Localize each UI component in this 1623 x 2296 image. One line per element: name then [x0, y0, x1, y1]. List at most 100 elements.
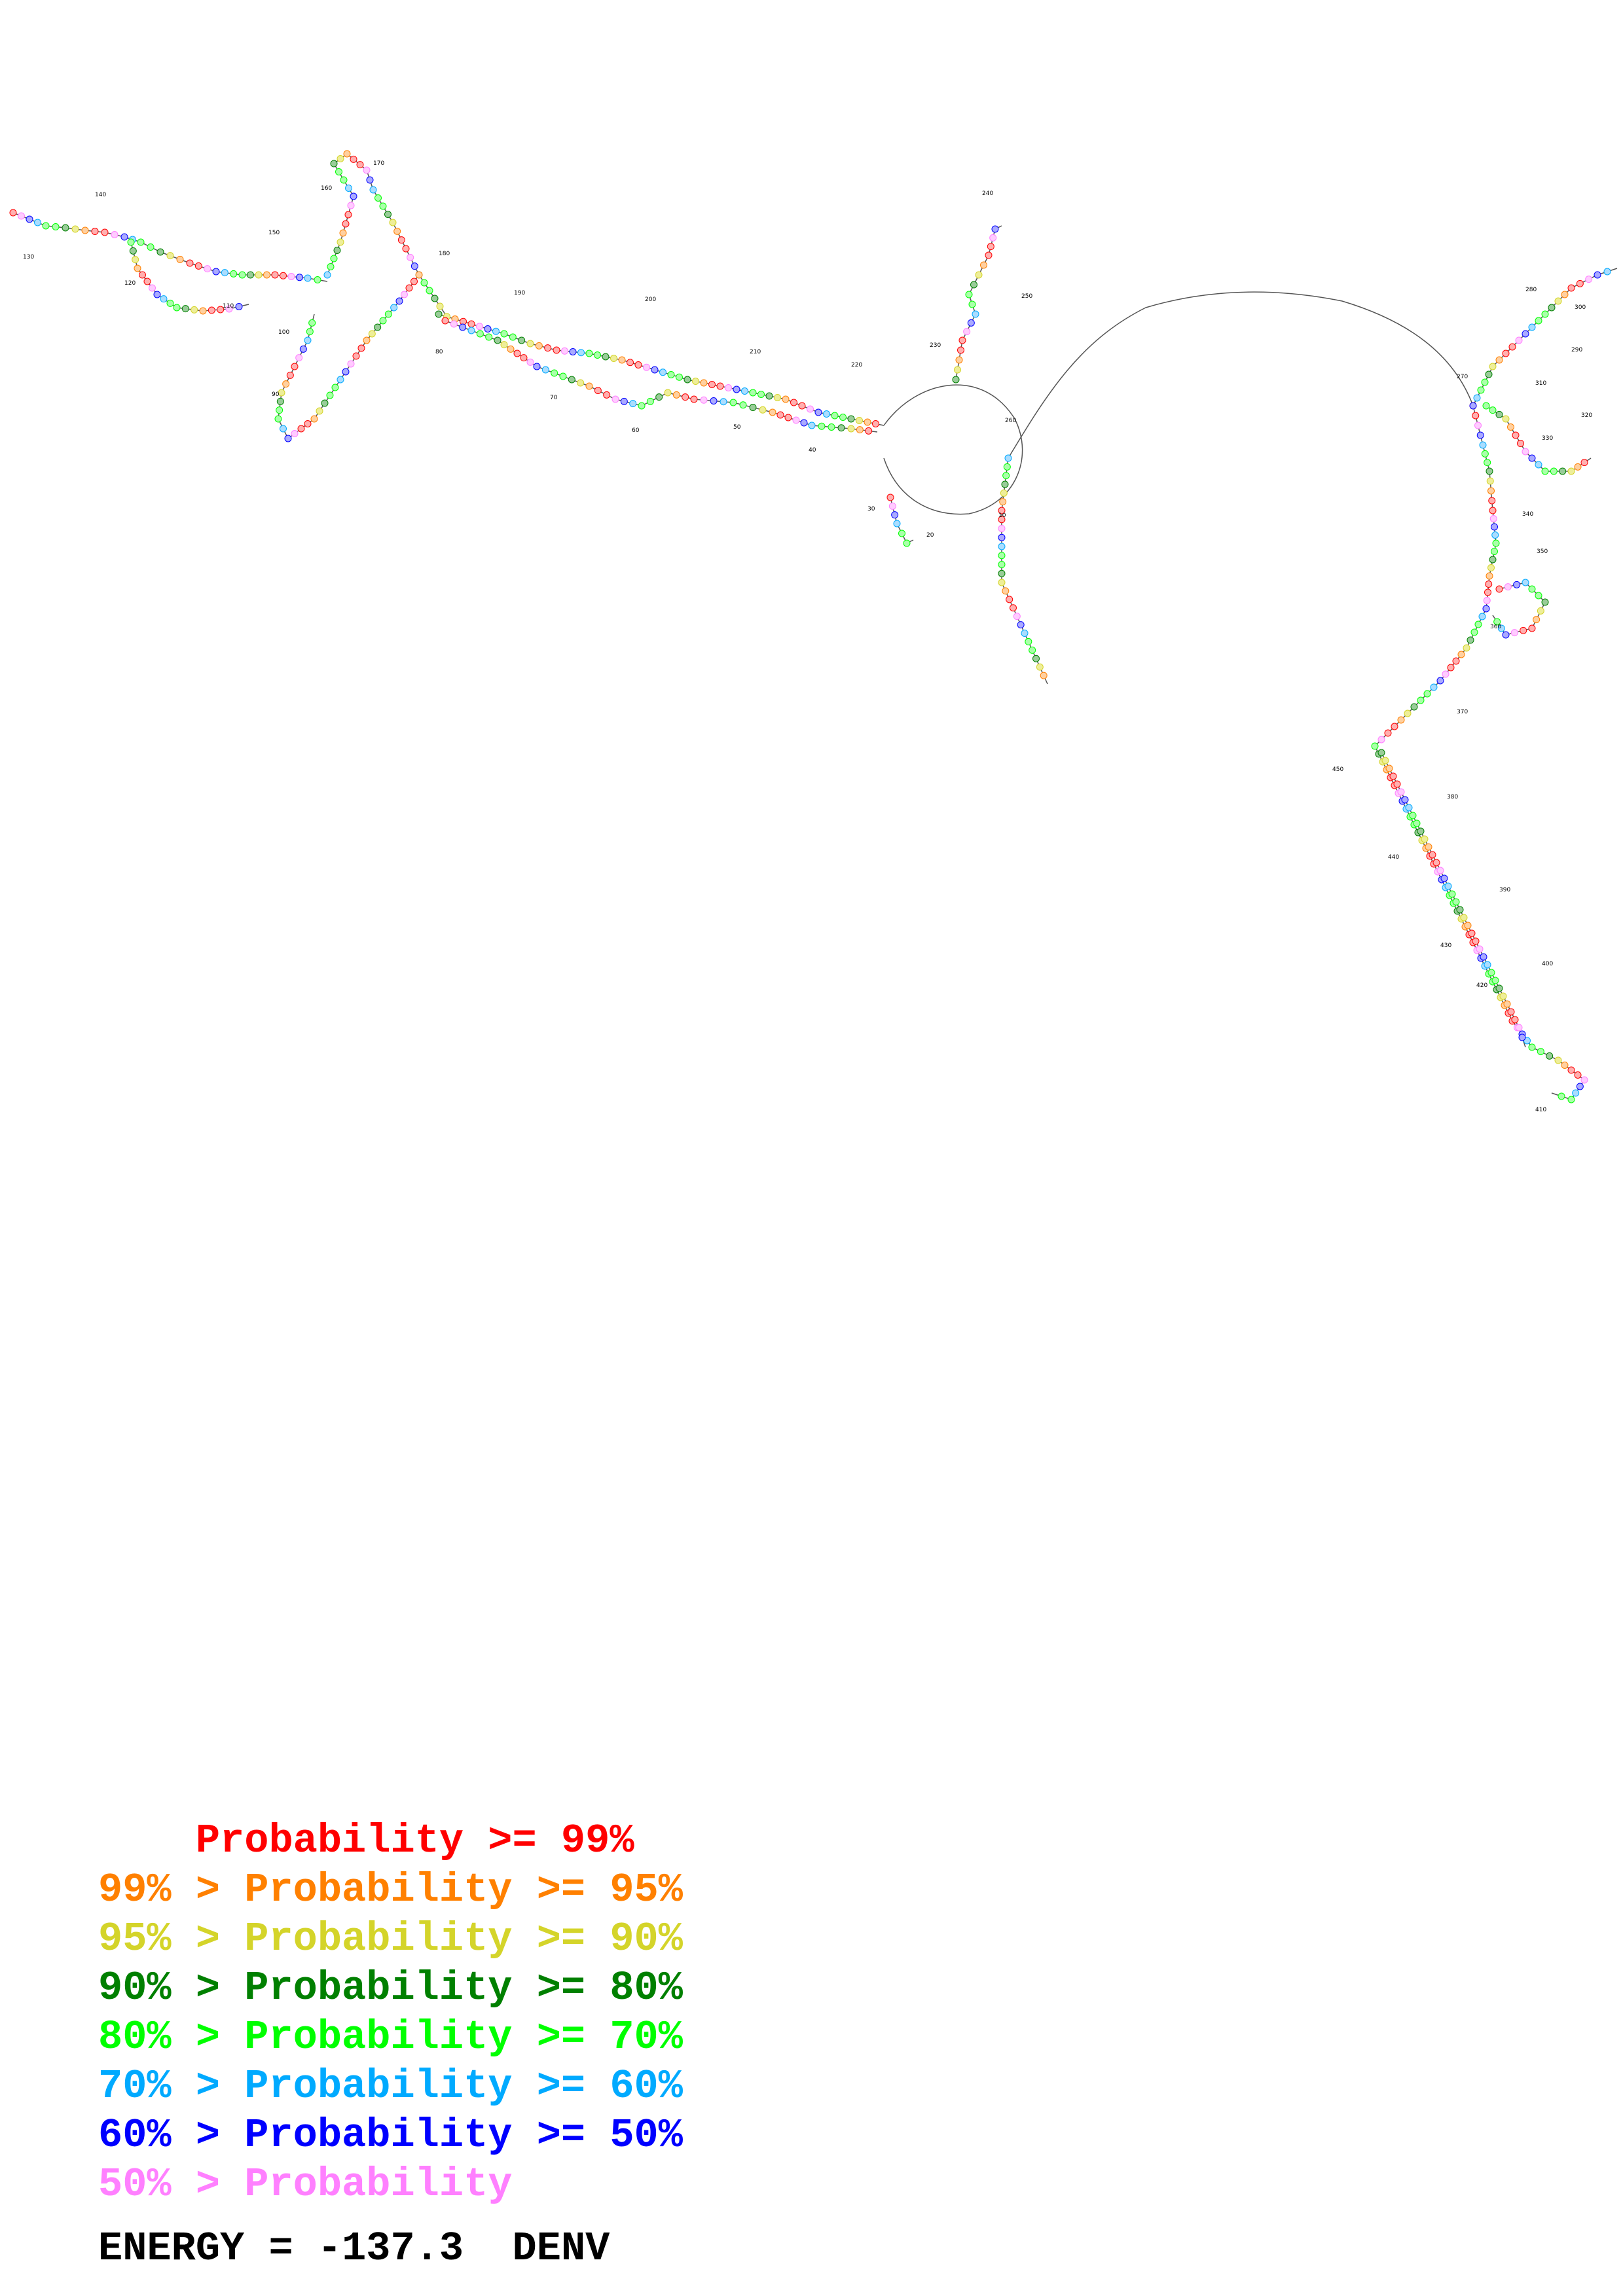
base-node	[1515, 336, 1523, 344]
base-node	[287, 273, 295, 280]
position-label: 220	[851, 362, 862, 368]
base-node	[160, 295, 168, 303]
base-node	[1535, 461, 1542, 469]
base-node	[1002, 587, 1010, 595]
base-node	[308, 319, 316, 327]
position-label: 130	[23, 254, 34, 260]
position-label: 240	[982, 190, 993, 197]
base-node	[1594, 271, 1601, 279]
base-node	[384, 211, 392, 218]
base-node	[651, 366, 659, 374]
base-node	[1535, 317, 1542, 325]
base-node	[646, 397, 654, 405]
base-node	[333, 247, 341, 254]
base-node	[1507, 423, 1514, 431]
base-node	[1541, 467, 1549, 475]
base-node	[345, 185, 352, 192]
base-node	[1489, 406, 1497, 414]
base-node	[1504, 583, 1512, 591]
base-node	[1430, 683, 1438, 691]
base-node	[337, 238, 344, 246]
base-node	[1528, 585, 1536, 593]
base-node	[1499, 992, 1507, 1000]
base-node	[134, 264, 141, 272]
base-node	[1487, 969, 1495, 977]
base-node	[1474, 422, 1482, 429]
base-node	[137, 238, 145, 246]
base-node	[1472, 412, 1480, 420]
base-node	[856, 417, 863, 424]
base-node	[577, 379, 585, 387]
base-node	[153, 291, 161, 298]
base-node	[1393, 780, 1401, 788]
base-node	[847, 425, 855, 433]
base-node	[276, 406, 283, 414]
base-node	[526, 340, 534, 348]
base-node	[672, 391, 680, 399]
base-node	[306, 328, 314, 336]
base-node	[18, 212, 25, 220]
base-node	[664, 389, 672, 397]
base-node	[1567, 1096, 1575, 1103]
base-node	[1425, 843, 1432, 851]
base-node	[321, 399, 329, 407]
base-node	[1472, 937, 1480, 945]
base-node	[1574, 1071, 1582, 1079]
position-label: 440	[1388, 854, 1399, 861]
base-node	[603, 391, 611, 399]
position-label: 420	[1476, 982, 1487, 989]
base-node	[1495, 410, 1503, 418]
base-node	[1517, 440, 1524, 447]
base-node	[278, 389, 285, 397]
base-node	[485, 333, 493, 341]
base-node	[692, 378, 699, 385]
base-node	[520, 354, 528, 362]
base-node	[1480, 953, 1487, 961]
base-node	[808, 422, 816, 429]
base-node	[837, 424, 845, 432]
base-node	[568, 376, 575, 384]
base-node	[1483, 597, 1491, 604]
position-label: 30	[867, 506, 875, 512]
base-node	[1488, 497, 1496, 505]
base-node	[561, 347, 568, 355]
base-node	[980, 261, 987, 269]
base-node	[374, 323, 382, 331]
base-node	[1513, 581, 1521, 588]
base-node	[1002, 472, 1010, 480]
base-node	[111, 231, 119, 238]
base-node	[1486, 477, 1494, 485]
base-node	[864, 418, 871, 426]
base-node	[1025, 637, 1032, 645]
position-labels: 10 20 30 40 50 60 70 80 90 100 110 120 130 140 150 160 1…	[23, 160, 1592, 1113]
base-node	[513, 350, 521, 357]
base-node	[792, 416, 800, 424]
base-node	[1485, 581, 1493, 588]
base-node	[1541, 598, 1549, 606]
base-node	[379, 202, 387, 210]
base-node	[1491, 523, 1498, 531]
base-node	[682, 393, 689, 401]
base-node	[1528, 1043, 1536, 1051]
base-node	[1006, 596, 1013, 603]
base-node	[323, 271, 331, 279]
base-node	[1489, 515, 1497, 522]
base-node	[684, 376, 691, 384]
base-node	[1481, 450, 1489, 457]
base-node	[149, 284, 156, 292]
base-node	[1413, 819, 1421, 827]
base-node	[634, 361, 642, 368]
base-node	[342, 220, 350, 228]
base-node	[344, 211, 352, 219]
base-node	[166, 252, 174, 260]
position-label: 400	[1542, 961, 1553, 967]
base-node	[893, 520, 901, 528]
base-node	[1493, 618, 1501, 626]
base-node	[611, 395, 619, 403]
base-node	[337, 376, 344, 384]
base-node	[356, 161, 364, 169]
base-node	[420, 279, 428, 287]
base-node	[1468, 929, 1476, 937]
position-label: 270	[1457, 374, 1468, 380]
position-label: 190	[514, 290, 525, 296]
